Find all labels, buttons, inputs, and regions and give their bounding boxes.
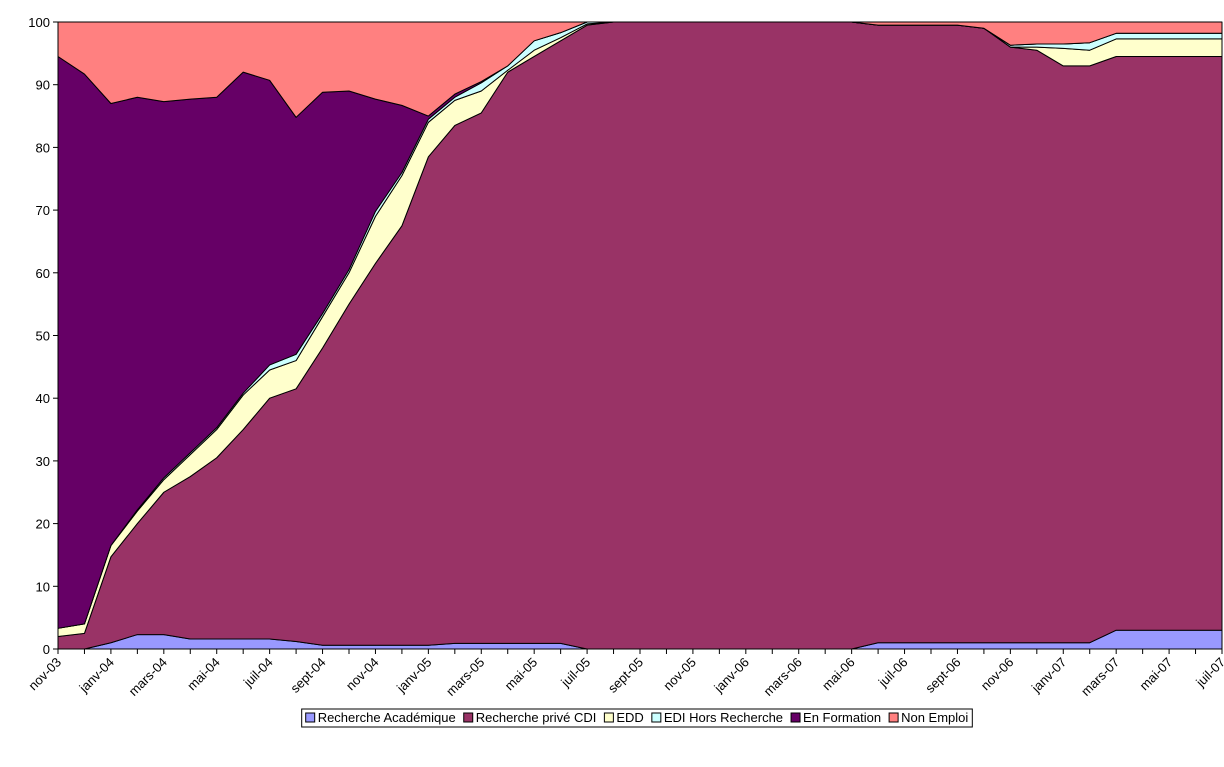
x-tick-label: nov-03 [25, 655, 64, 694]
x-tick-label: nov-04 [343, 655, 382, 694]
y-tick-label: 80 [36, 140, 50, 155]
y-tick-label: 40 [36, 391, 50, 406]
legend-label: Recherche Académique [318, 710, 456, 725]
x-tick-label: mai-07 [1136, 655, 1175, 694]
y-tick-label: 50 [36, 329, 50, 344]
legend-label: Recherche privé CDI [476, 710, 597, 725]
legend-swatch [790, 712, 801, 723]
legend-swatch [651, 712, 662, 723]
x-tick-label: mars-06 [761, 655, 805, 699]
legend-swatch [463, 712, 474, 723]
x-tick-label: juil-07 [1192, 655, 1224, 691]
x-tick-label: janv-07 [1028, 655, 1069, 696]
x-tick-label: mai-04 [184, 655, 223, 694]
y-tick-label: 100 [28, 15, 50, 30]
legend-label: En Formation [803, 710, 881, 725]
y-tick-label: 60 [36, 266, 50, 281]
x-tick-label: nov-06 [978, 655, 1017, 694]
x-tick-label: sept-05 [605, 655, 646, 696]
x-tick-label: mars-07 [1078, 655, 1122, 699]
x-tick-label: mai-05 [502, 655, 541, 694]
y-tick-label: 0 [43, 642, 50, 657]
x-tick-label: sept-04 [287, 655, 328, 696]
legend: Recherche Académique Recherche privé CDI E… [301, 708, 973, 728]
legend-label: EDI Hors Recherche [664, 710, 783, 725]
x-tick-label: juil-04 [240, 655, 276, 691]
x-tick-label: mars-05 [443, 655, 487, 699]
x-tick-label: juil-06 [875, 655, 911, 691]
x-tick-label: janv-04 [76, 655, 117, 696]
y-tick-label: 70 [36, 203, 50, 218]
x-tick-label: mars-04 [126, 655, 170, 699]
x-tick-label: mai-06 [819, 655, 858, 694]
legend-label: EDD [616, 710, 643, 725]
y-tick-label: 30 [36, 454, 50, 469]
x-tick-label: juil-05 [557, 655, 593, 691]
legend-label: Non Emploi [901, 710, 968, 725]
legend-swatch [888, 712, 899, 723]
x-tick-label: janv-05 [393, 655, 434, 696]
legend-swatch [603, 712, 614, 723]
y-tick-label: 10 [36, 579, 50, 594]
area [57, 21, 1223, 118]
x-tick-label: sept-06 [922, 655, 963, 696]
x-tick-label: janv-06 [710, 655, 751, 696]
x-tick-label: nov-05 [660, 655, 699, 694]
y-tick-label: 20 [36, 517, 50, 532]
legend-swatch [305, 712, 316, 723]
y-tick-label: 90 [36, 78, 50, 93]
